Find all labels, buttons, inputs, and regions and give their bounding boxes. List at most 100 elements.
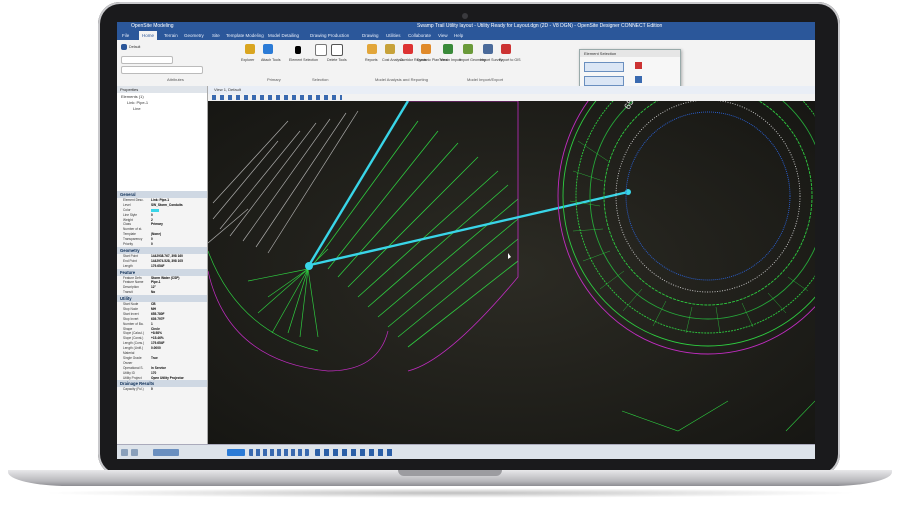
property-value[interactable]: Open Utility Projector [151,375,184,380]
selection-color-icon[interactable] [635,62,642,69]
property-label: Utility Project [123,375,142,380]
pond-slope-hatch [569,140,809,334]
property-value[interactable]: 0 [151,212,153,217]
property-value[interactable]: +15.46% [151,336,164,341]
section-general[interactable]: General [117,191,207,198]
property-value[interactable]: Storm Water (CSP) [151,275,180,280]
tab-model-detailing[interactable]: Model Detailing [268,33,300,38]
property-row: Stop Invert 639.797F [117,317,207,322]
pipe-link[interactable] [309,190,629,267]
accudraw-icon[interactable] [227,449,245,456]
tree-item-line[interactable]: Line [133,106,141,111]
laptop-notch [398,470,502,476]
pond-contours [557,101,815,355]
camera-icon [462,13,468,19]
start-node[interactable] [305,262,313,270]
tab-drawing-production[interactable]: Drawing Production [310,33,350,38]
property-value[interactable]: 179.654F [151,341,165,346]
element-selection-icon[interactable] [295,46,301,54]
property-value[interactable]: 12" [151,285,157,290]
view-tab[interactable]: View 1, Default [214,87,241,92]
property-value[interactable]: CB [151,302,156,307]
tree-item-link[interactable]: Link: Pipe-1 [127,100,149,105]
property-value[interactable]: No [151,290,156,295]
property-value[interactable]: Primary [151,222,163,227]
terrain-import-icon[interactable] [443,44,453,54]
explorer-icon[interactable] [245,44,255,54]
property-value[interactable]: 0.0000 [151,346,161,351]
import-geometry-icon[interactable] [463,44,473,54]
property-row: Start Node CB [117,302,207,307]
tab-help[interactable]: Help [454,33,464,38]
property-row: Length (Cons.) 179.654F [117,341,207,346]
color-swatch[interactable] [151,208,159,212]
tab-drawing[interactable]: Drawing [362,33,379,38]
tab-utilities[interactable]: Utilities [386,33,401,38]
view-tools-icons[interactable] [212,95,342,100]
section-utility[interactable]: Utility [117,295,207,303]
selection-mode-buttons[interactable] [584,62,624,72]
cost-analysis-icon[interactable] [385,44,395,54]
drawing-canvas[interactable]: 650.0 [208,101,815,444]
attach-tools-label: Attach Tools [261,58,281,62]
property-value[interactable]: MH [151,307,156,312]
corridor-reports-label: Corridor Reports [400,58,427,62]
property-value[interactable]: 0 [151,387,153,392]
tab-template-modeling[interactable]: Template Modeling [226,33,264,38]
corridor-reports-icon[interactable] [403,44,413,54]
property-row: Length 179.654F [117,264,207,269]
tab-collaborate[interactable]: Collaborate [408,33,432,38]
style-dropdown[interactable] [121,66,203,74]
selection-option-icon[interactable] [635,76,642,83]
property-value[interactable]: 655.780F [151,311,165,316]
property-value[interactable]: 2 [151,217,153,222]
section-geometry[interactable]: Geometry [117,246,207,254]
model-selector[interactable] [153,449,179,456]
property-value[interactable]: 1442974.528, 398 105 [151,258,183,263]
property-value[interactable]: +8.98% [151,331,162,336]
property-value[interactable]: Pipe-1 [151,280,161,285]
tab-geometry[interactable]: Geometry [184,33,204,38]
status-tool-icon[interactable] [121,449,128,456]
tab-site[interactable]: Site [212,33,220,38]
tab-terrain[interactable]: Terrain [164,33,178,38]
property-value[interactable]: 0 [151,242,153,247]
property-row: Material [117,351,207,356]
property-value[interactable]: 179.654F [151,263,165,268]
property-value[interactable]: 1 [151,321,153,326]
import-survey-icon[interactable] [483,44,493,54]
tree-item-elements[interactable]: Elements (1) [121,94,144,99]
property-value[interactable]: Circle [151,326,160,331]
property-value[interactable]: 639.797F [151,316,165,321]
property-value[interactable]: SW_Storm_Conduits [151,202,183,207]
section-feature[interactable]: Feature [117,268,207,276]
tab-view[interactable]: View [438,33,448,38]
property-value[interactable]: 170 [151,370,157,375]
property-value[interactable]: 1442938.767, 398 160 [151,253,183,258]
property-row: Transparency 0 [117,237,207,242]
selection-method-buttons[interactable] [584,76,624,86]
drawing-tools-icons[interactable] [315,449,395,456]
element-selection-label: Element Selection [289,58,318,62]
fence-icon[interactable] [315,44,327,56]
export-gis-icon[interactable] [501,44,511,54]
level-select[interactable]: Default [129,45,141,49]
end-node[interactable] [625,189,631,195]
tab-home[interactable]: Home [139,31,158,40]
property-row: Priority 0 [117,242,207,247]
delete-icon[interactable] [331,44,343,56]
property-value[interactable]: True [151,355,158,360]
property-value[interactable]: In Service [151,365,167,370]
snap-mode-icons[interactable] [249,449,309,456]
dynamic-plan-view-icon[interactable] [421,44,431,54]
section-drainage-results[interactable]: Drainage Results [117,380,207,388]
attach-tools-icon[interactable] [263,44,273,54]
drawing-view[interactable]: 650.0 [208,101,815,444]
property-value[interactable]: (None) [151,232,162,237]
status-snap-icon[interactable] [131,449,138,456]
tab-file[interactable]: File [122,33,130,38]
attribute-dropdown[interactable] [121,56,173,64]
property-value[interactable]: 0 [151,237,153,242]
property-value[interactable]: Link: Pipe-1 [151,198,170,202]
reports-icon[interactable] [367,44,377,54]
